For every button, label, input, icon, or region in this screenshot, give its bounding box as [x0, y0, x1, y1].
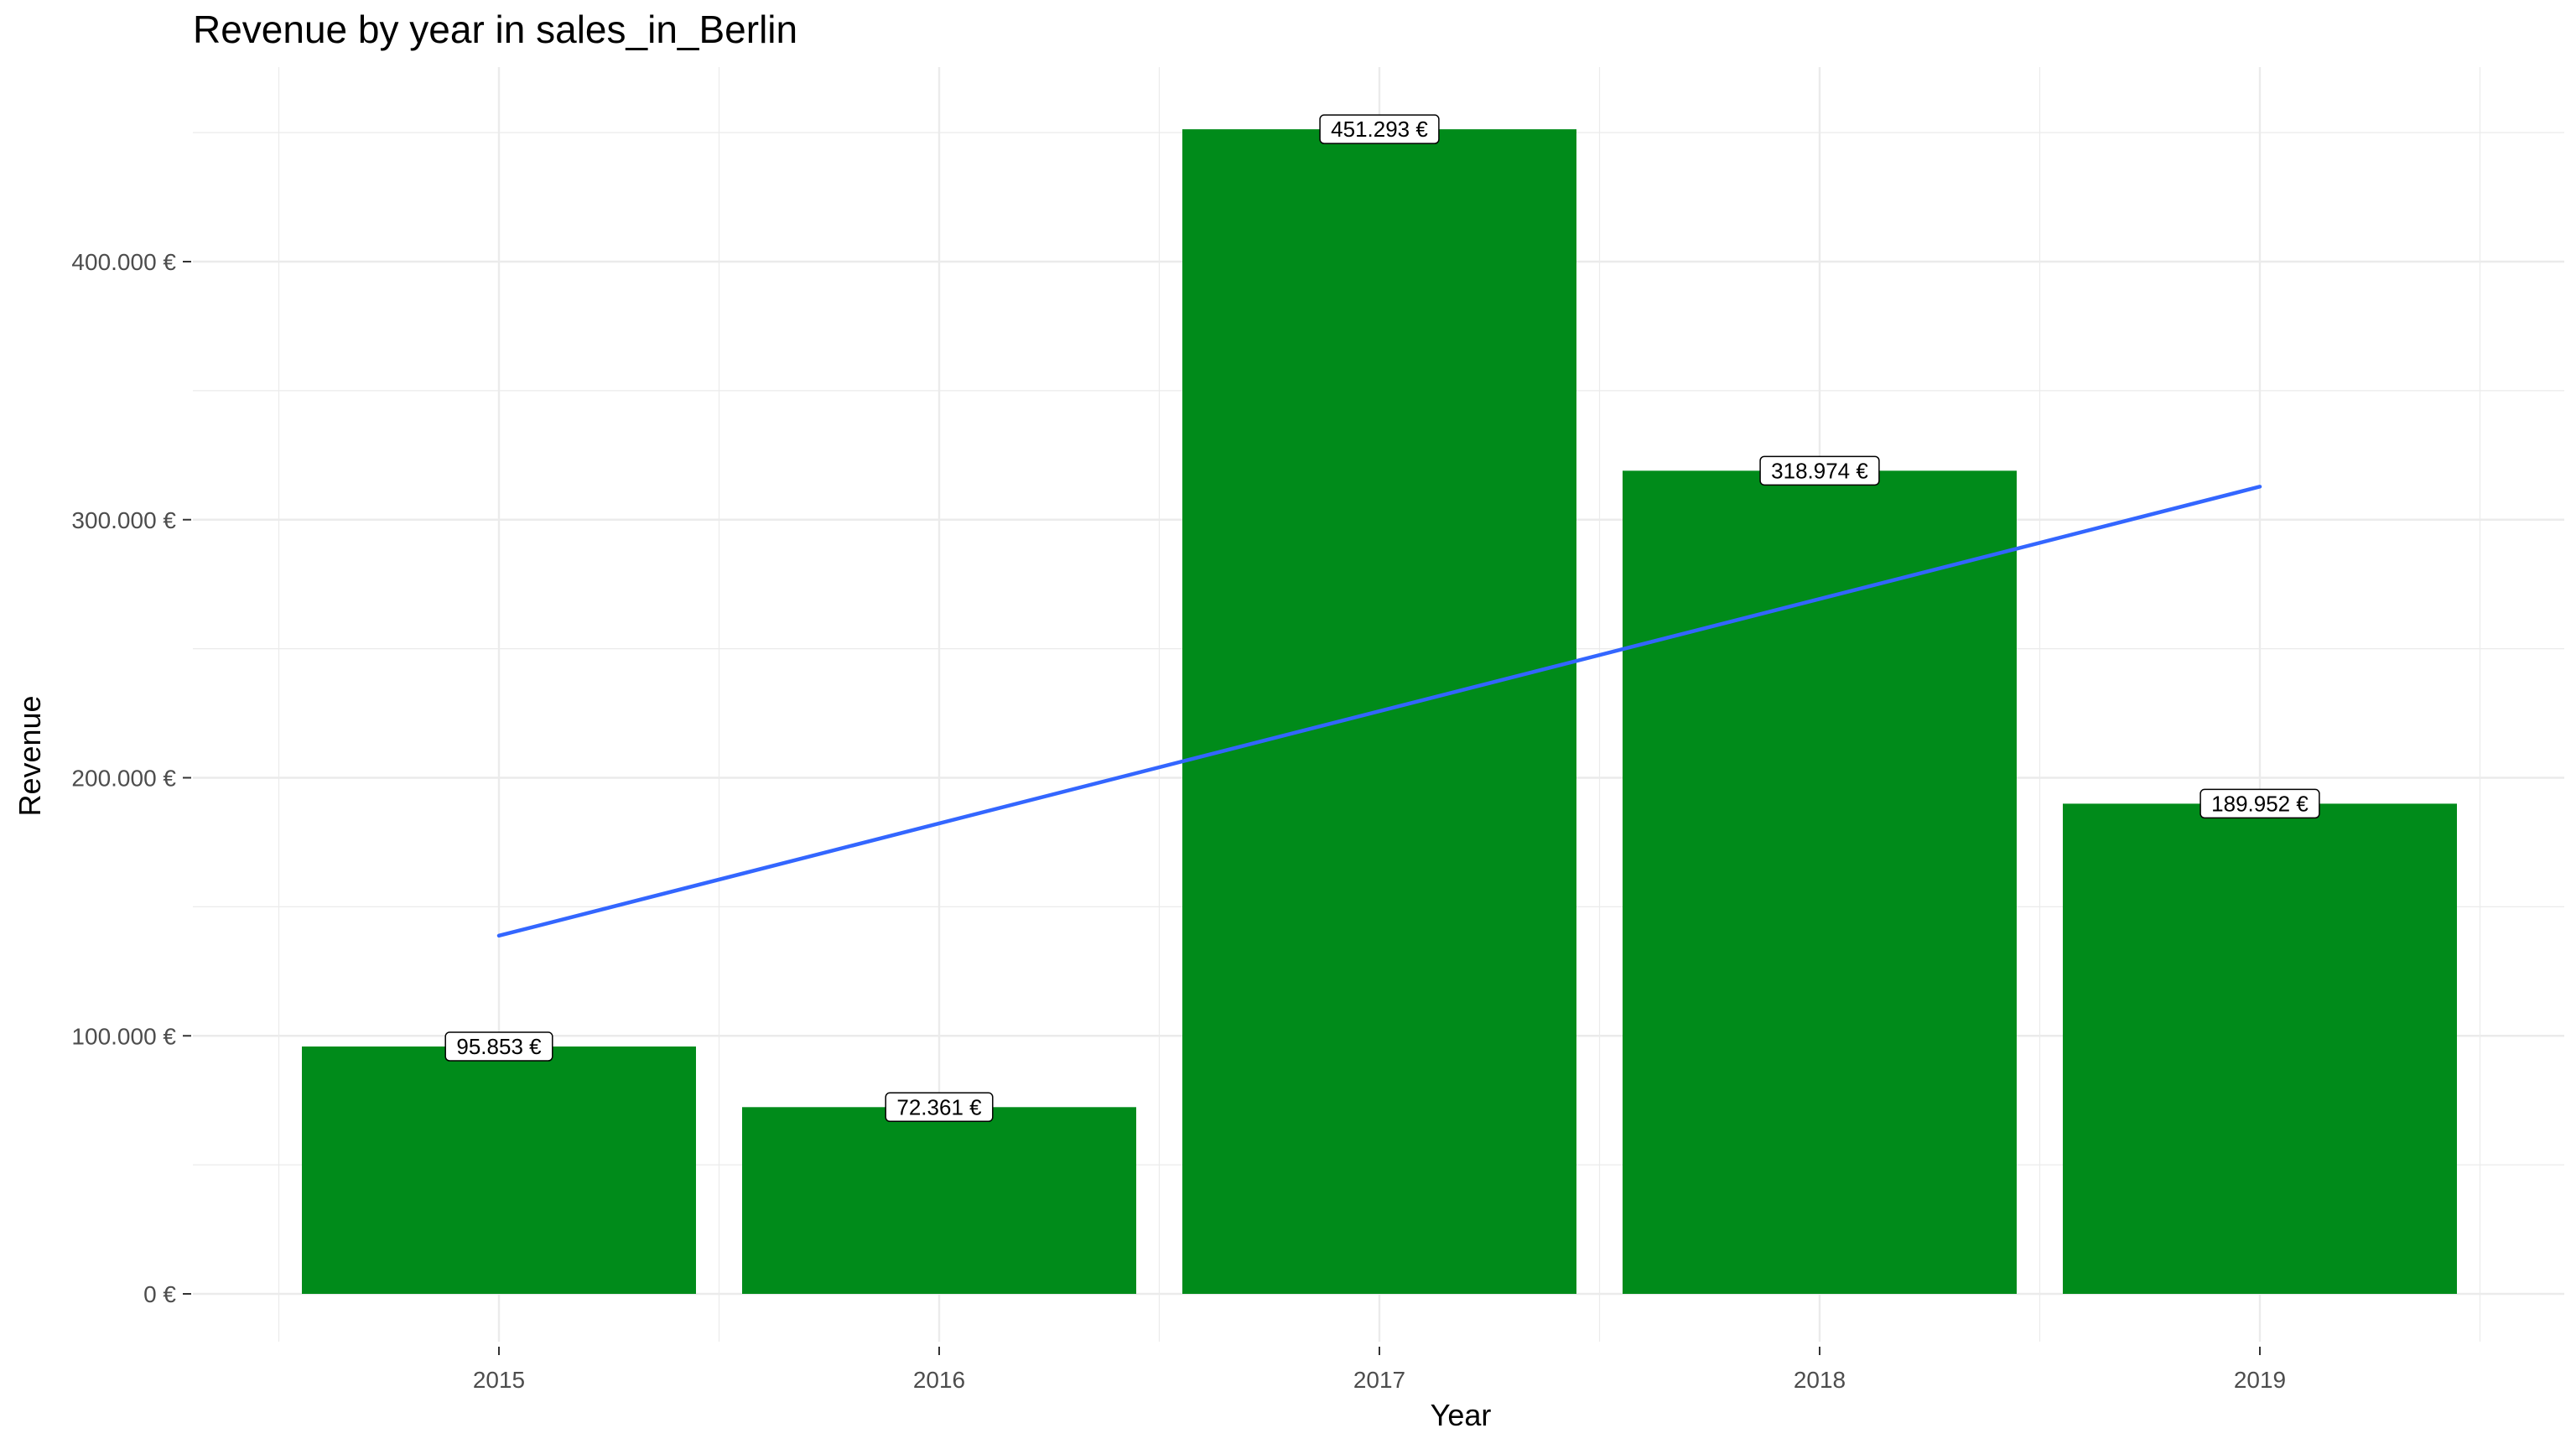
y-axis-title: Revenue	[13, 695, 47, 816]
x-axis-title: Year	[1431, 1398, 1492, 1432]
bars	[302, 129, 2457, 1295]
y-axis: 0 € 100.000 € 200.000 € 300.000 € 400.000 €	[71, 249, 191, 1307]
y-tick-label: 0 €	[143, 1281, 176, 1307]
data-label-box	[1319, 114, 1440, 144]
data-label-text: 189.952 €	[2211, 791, 2309, 816]
data-label-box	[1759, 455, 1880, 486]
data-label: 95.853 €	[444, 1031, 553, 1062]
data-label-box	[2199, 788, 2320, 819]
x-tick-label: 2016	[913, 1367, 965, 1393]
bar	[302, 1046, 696, 1294]
data-label-text: 95.853 €	[456, 1034, 542, 1059]
x-axis: 2015 2016 2017 2018 2019	[473, 1347, 2286, 1393]
y-tick-label: 300.000 €	[71, 507, 176, 533]
trend-line-group	[496, 485, 2262, 938]
x-tick-label: 2017	[1353, 1367, 1405, 1393]
bar	[2063, 803, 2457, 1294]
bar	[742, 1107, 1136, 1294]
data-label-text: 318.974 €	[1771, 458, 1868, 483]
data-label-text: 72.361 €	[896, 1094, 982, 1119]
y-tick-label: 200.000 €	[71, 766, 176, 792]
x-tick-label: 2019	[2234, 1367, 2286, 1393]
chart-title: Revenue by year in sales_in_Berlin	[193, 8, 798, 51]
data-label-box	[885, 1092, 994, 1123]
data-label: 72.361 €	[885, 1092, 994, 1123]
data-label-box	[444, 1031, 553, 1062]
bar	[1623, 470, 2017, 1294]
data-label-text: 451.293 €	[1331, 117, 1428, 142]
trend-line	[496, 485, 2262, 938]
y-tick-label: 400.000 €	[71, 249, 176, 275]
data-label: 318.974 €	[1759, 455, 1880, 486]
data-labels: 95.853 € 72.361 € 451.293 € 318.974 € 189.95…	[444, 114, 2320, 1123]
x-tick-label: 2018	[1794, 1367, 1846, 1393]
y-tick-label: 100.000 €	[71, 1023, 176, 1049]
data-label: 451.293 €	[1319, 114, 1440, 144]
x-tick-label: 2015	[473, 1367, 525, 1393]
data-label: 189.952 €	[2199, 788, 2320, 819]
